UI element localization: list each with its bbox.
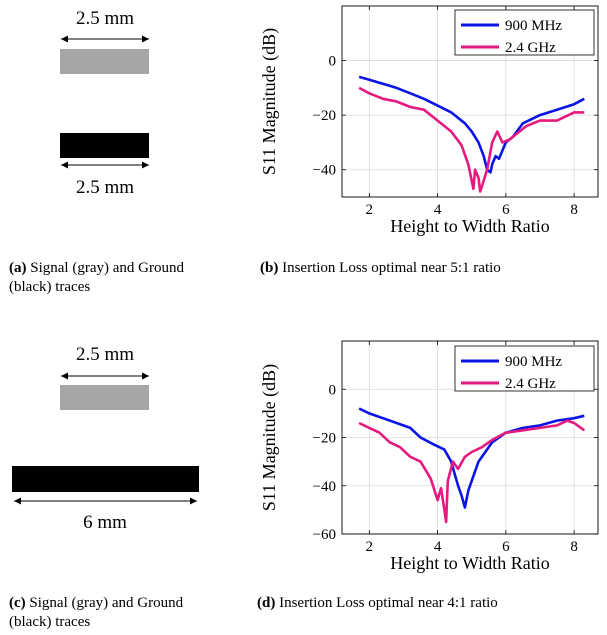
ground-width-arrow-c bbox=[14, 497, 197, 505]
caption-a-tag: (a) bbox=[9, 260, 27, 276]
x-tick-label: 4 bbox=[434, 202, 442, 218]
x-tick-label: 6 bbox=[502, 202, 510, 218]
caption-b: (b) Insertion Loss optimal near 5:1 rati… bbox=[260, 259, 605, 278]
x-tick-label: 8 bbox=[570, 539, 578, 555]
chart-d: 2 4 6 8 0 −20 −40 −60 Height to Width Ratio S11 M… bbox=[259, 340, 599, 573]
signal-width-arrow bbox=[61, 35, 149, 43]
signal-trace bbox=[60, 49, 149, 74]
x-tick-label: 6 bbox=[502, 539, 510, 555]
x-tick-label: 2 bbox=[366, 202, 374, 218]
series-900mhz-line bbox=[358, 407, 585, 509]
x-axis-label: Height to Width Ratio bbox=[390, 553, 549, 573]
plot-frame bbox=[341, 5, 599, 198]
series-2-4ghz-line bbox=[358, 419, 586, 524]
y-tick-label: −20 bbox=[313, 108, 336, 124]
y-tick-label: −60 bbox=[313, 527, 336, 543]
y-axis-label: S11 Magnitude (dB) bbox=[259, 28, 280, 175]
x-axis-label: Height to Width Ratio bbox=[390, 216, 549, 236]
y-tick-label: −40 bbox=[313, 479, 336, 495]
ground-trace bbox=[60, 133, 149, 158]
x-tick-label: 4 bbox=[434, 539, 442, 555]
y-tick-label: 0 bbox=[329, 54, 337, 70]
caption-c-text: Signal (gray) and Ground (black) traces bbox=[9, 595, 184, 630]
series-2-4ghz-line bbox=[358, 86, 585, 193]
caption-b-tag: (b) bbox=[260, 260, 279, 276]
ground-width-arrow bbox=[61, 161, 149, 169]
legend-label: 900 MHz bbox=[505, 18, 562, 34]
legend-label: 900 MHz bbox=[505, 354, 562, 370]
panel-c: 2.5 mm 6 mm (c) Signal (gray) and Ground… bbox=[0, 330, 220, 635]
chart-b: 2 4 6 8 0 −20 −40 Height to Width Ratio S11 Magn… bbox=[259, 5, 599, 236]
signal-trace-c bbox=[60, 385, 149, 410]
y-tick-label: −40 bbox=[313, 163, 336, 179]
y-tick-label: 0 bbox=[329, 382, 337, 398]
ground-width-label-c: 6 mm bbox=[83, 512, 127, 533]
caption-d-text: Insertion Loss optimal near 4:1 ratio bbox=[275, 595, 498, 611]
legend-label: 2.4 GHz bbox=[505, 376, 556, 392]
x-tick-label: 8 bbox=[570, 202, 578, 218]
caption-d: (d) Insertion Loss optimal near 4:1 rati… bbox=[257, 594, 602, 613]
panel-a: 2.5 mm 2.5 mm (a) Signal (gray) and Grou… bbox=[0, 0, 220, 300]
signal-width-label: 2.5 mm bbox=[75, 8, 135, 29]
caption-b-text: Insertion Loss optimal near 5:1 ratio bbox=[278, 260, 501, 276]
series-900mhz-line bbox=[358, 75, 585, 174]
x-tick-label: 2 bbox=[366, 539, 374, 555]
legend-label: 2.4 GHz bbox=[505, 40, 556, 56]
caption-a: (a) Signal (gray) and Ground (black) tra… bbox=[9, 259, 201, 297]
ground-trace-c bbox=[12, 466, 199, 492]
caption-a-text: Signal (gray) and Ground (black) traces bbox=[9, 260, 184, 295]
caption-c-tag: (c) bbox=[9, 595, 26, 611]
signal-width-label-c: 2.5 mm bbox=[75, 344, 135, 365]
y-tick-label: −20 bbox=[313, 431, 336, 447]
signal-width-arrow-c bbox=[61, 372, 149, 380]
caption-c: (c) Signal (gray) and Ground (black) tra… bbox=[9, 594, 201, 632]
ground-width-label: 2.5 mm bbox=[75, 177, 135, 198]
caption-d-tag: (d) bbox=[257, 595, 276, 611]
y-axis-label: S11 Magnitude (dB) bbox=[259, 364, 280, 511]
